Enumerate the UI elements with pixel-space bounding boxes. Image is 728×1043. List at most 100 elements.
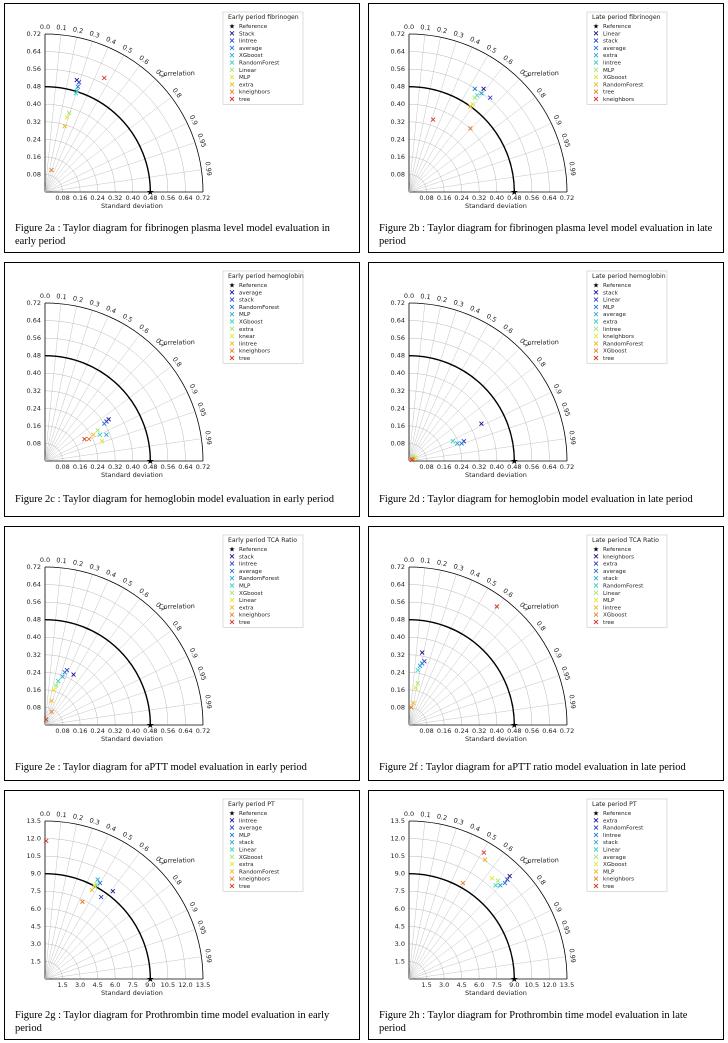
std-grid-arc: [44, 390, 116, 462]
legend-title: Early period PT: [228, 801, 275, 808]
correlation-axis-label: Correlation: [159, 602, 195, 611]
x-tick-label: 0.48: [143, 727, 157, 735]
legend-entry: Reference: [239, 811, 268, 817]
taylor-diagram-2e: 0.0 0.1 0.2 0.30.40.50.60.70.80.90.950.99Co…: [27, 534, 304, 743]
x-tick-label: 12.0: [178, 981, 192, 989]
x-tick-label: 0.40: [126, 727, 140, 735]
x-tick-label: 0.16: [437, 463, 451, 471]
data-point-mlp: [482, 857, 488, 862]
correlation-tick-label: 0.3: [88, 562, 100, 573]
point-mark: [489, 876, 495, 881]
legend-entry: extra: [603, 320, 618, 326]
point-mark: [91, 883, 97, 888]
y-tick-label: 0.48: [27, 616, 41, 624]
std-grid-arc: [408, 104, 497, 193]
std-grid-arc: [408, 908, 480, 980]
y-tick-label: 0.32: [391, 118, 405, 126]
y-tick-label: 0.08: [391, 703, 405, 711]
correlation-tick-label: 0.95: [560, 919, 572, 935]
correlation-grid-line: [44, 316, 109, 462]
point-mark: [472, 95, 478, 100]
correlation-grid-line: [408, 438, 566, 462]
x-tick-label: 0.64: [178, 463, 192, 471]
x-tick-label: 0.56: [161, 194, 175, 202]
x-tick-label: 7.5: [492, 981, 502, 989]
x-tick-label: 0.08: [55, 463, 69, 471]
legend-entry: kneighbors: [603, 554, 634, 560]
correlation-grid-line: [408, 79, 520, 193]
std-grid-arc: [408, 689, 445, 726]
legend-marker: [229, 96, 235, 102]
y-tick-label: 0.32: [27, 651, 41, 659]
point-mark: [468, 126, 473, 131]
correlation-grid-line: [44, 884, 172, 980]
std-grid-arc: [408, 891, 497, 980]
correlation-tick-label: 0.2: [72, 25, 84, 35]
x-axis-label: Standard deviation: [465, 202, 527, 210]
legend-entry: Linear: [603, 298, 621, 304]
data-point-tree: [481, 850, 487, 855]
legend-marker: [593, 568, 599, 574]
correlation-tick-label: 0.5: [485, 312, 498, 324]
data-point-xgboost: [408, 705, 414, 710]
correlation-grid-line: [408, 65, 504, 193]
y-tick-label: 7.5: [31, 887, 41, 895]
legend-marker: [229, 847, 235, 852]
legend-entry: lintree: [239, 818, 257, 824]
legend-title: Late period fibrinogen: [592, 14, 661, 21]
point-mark: [49, 698, 54, 704]
std-grid-arc: [44, 86, 151, 193]
correlation-tick-label: 0.95: [196, 401, 208, 417]
legend-entry: extra: [603, 53, 618, 59]
correlation-tick-label: 0.2: [436, 294, 448, 304]
data-point-randomforest: [60, 674, 65, 680]
correlation-grid-line: [44, 866, 156, 980]
x-tick-label: 0.08: [419, 194, 433, 202]
legend-marker: [229, 74, 235, 80]
legend-marker: [593, 590, 599, 596]
point-mark: [75, 84, 81, 89]
point-mark: [62, 123, 68, 129]
y-tick-label: 0.40: [391, 100, 405, 108]
legend-entry: lintree: [603, 605, 621, 611]
legend-entry: stack: [239, 298, 255, 304]
legend-entry: RandomForest: [603, 826, 644, 832]
data-point-kneighbors: [49, 167, 54, 173]
correlation-tick-label: 0.6: [137, 323, 150, 336]
legend-marker: [593, 30, 599, 36]
correlation-axis-label: Correlation: [523, 602, 559, 611]
correlation-grid-line: [408, 834, 473, 980]
legend-marker: [593, 605, 599, 610]
chart-panel-2g: 0.0 0.1 0.2 0.3 0.4 0.5 0.6 0.7 0.8 0.9 0.95 0.99 Co…: [4, 790, 360, 1040]
legend-marker: [229, 876, 235, 882]
data-point-tree: [43, 838, 49, 844]
correlation-grid-line: [408, 55, 489, 193]
std-grid-arc: [44, 174, 63, 193]
legend-marker: [593, 583, 599, 588]
y-tick-label: 9.0: [395, 870, 405, 878]
legend-marker: [229, 825, 235, 830]
correlation-tick-label: 0.95: [196, 919, 208, 935]
point-mark: [430, 117, 436, 122]
x-tick-label: 1.5: [57, 981, 67, 989]
legend-marker: [593, 311, 599, 317]
correlation-grid-line: [44, 824, 77, 980]
correlation-grid-line: [44, 828, 93, 980]
data-point-extra: [507, 873, 512, 879]
correlation-grid-line: [408, 348, 520, 462]
reference-std-arc: [44, 872, 152, 980]
legend-entry: lintree: [239, 562, 257, 568]
legend-entry: kneighbors: [603, 877, 634, 883]
legend-entry: Linear: [603, 591, 621, 597]
correlation-grid-line: [44, 97, 172, 193]
legend-entry: XGboost: [603, 349, 627, 355]
legend-entry: MLP: [603, 68, 615, 74]
legend-entry: lintree: [603, 327, 621, 333]
x-tick-label: 0.48: [143, 194, 157, 202]
chart-panel-2e: 0.0 0.1 0.2 0.3 0.4 0.5 0.6 0.7 0.8 0.9 0.95 0.99 Co…: [4, 526, 360, 781]
legend-reference-star: ★: [593, 810, 599, 818]
correlation-tick-label: 0.9: [188, 901, 200, 914]
legend-marker: [229, 605, 235, 610]
legend-marker: [229, 311, 235, 317]
legend-entry: Linear: [239, 598, 257, 604]
